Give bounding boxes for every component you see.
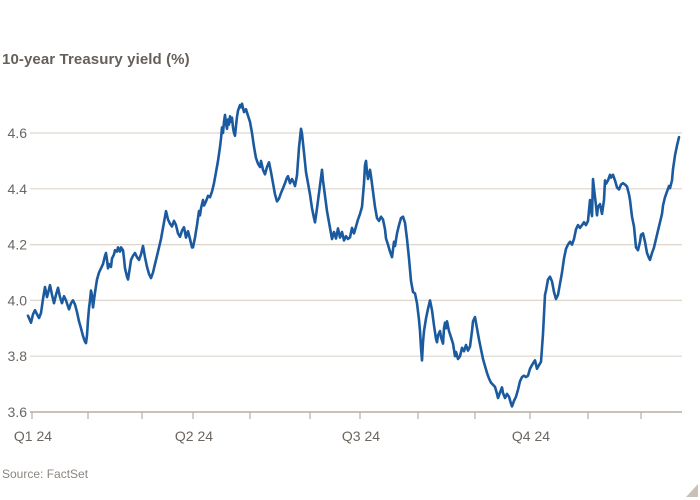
corner-mark <box>686 484 698 497</box>
chart-title: 10-year Treasury yield (%) <box>2 51 190 68</box>
y-axis-label-3.8: 3.8 <box>8 348 28 364</box>
x-axis-label-Q2-24: Q2 24 <box>175 428 213 444</box>
y-axis-label-3.6: 3.6 <box>8 404 28 420</box>
y-axis-label-4.0: 4.0 <box>8 292 28 308</box>
x-axis-label-Q1-24: Q1 24 <box>14 428 52 444</box>
y-axis-label-4.2: 4.2 <box>8 237 28 253</box>
source-attribution: Source: FactSet <box>2 467 89 481</box>
y-axis-label-4.4: 4.4 <box>8 181 28 197</box>
yield-line-series <box>26 102 681 408</box>
x-axis-label-Q3-24: Q3 24 <box>342 428 380 444</box>
x-axis-label-Q4-24: Q4 24 <box>512 428 550 444</box>
y-axis-label-4.6: 4.6 <box>8 125 28 141</box>
